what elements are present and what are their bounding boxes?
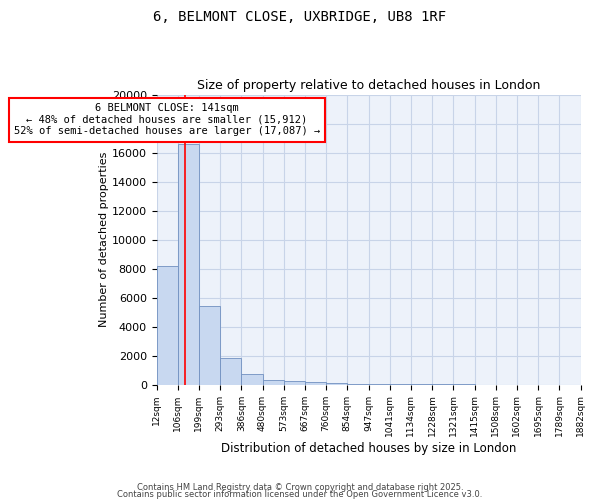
Title: Size of property relative to detached houses in London: Size of property relative to detached ho…: [197, 79, 540, 92]
Text: Contains public sector information licensed under the Open Government Licence v3: Contains public sector information licen…: [118, 490, 482, 499]
Y-axis label: Number of detached properties: Number of detached properties: [99, 152, 109, 328]
Bar: [220, 358, 241, 384]
Text: 6, BELMONT CLOSE, UXBRIDGE, UB8 1RF: 6, BELMONT CLOSE, UXBRIDGE, UB8 1RF: [154, 10, 446, 24]
Bar: [157, 266, 178, 384]
Bar: [178, 144, 199, 384]
Bar: [263, 380, 284, 384]
Bar: [241, 374, 263, 384]
Bar: [199, 306, 220, 384]
Text: 6 BELMONT CLOSE: 141sqm
← 48% of detached houses are smaller (15,912)
52% of sem: 6 BELMONT CLOSE: 141sqm ← 48% of detache…: [14, 104, 320, 136]
Bar: [305, 382, 326, 384]
X-axis label: Distribution of detached houses by size in London: Distribution of detached houses by size …: [221, 442, 516, 455]
Bar: [326, 383, 347, 384]
Text: Contains HM Land Registry data © Crown copyright and database right 2025.: Contains HM Land Registry data © Crown c…: [137, 484, 463, 492]
Bar: [284, 381, 305, 384]
